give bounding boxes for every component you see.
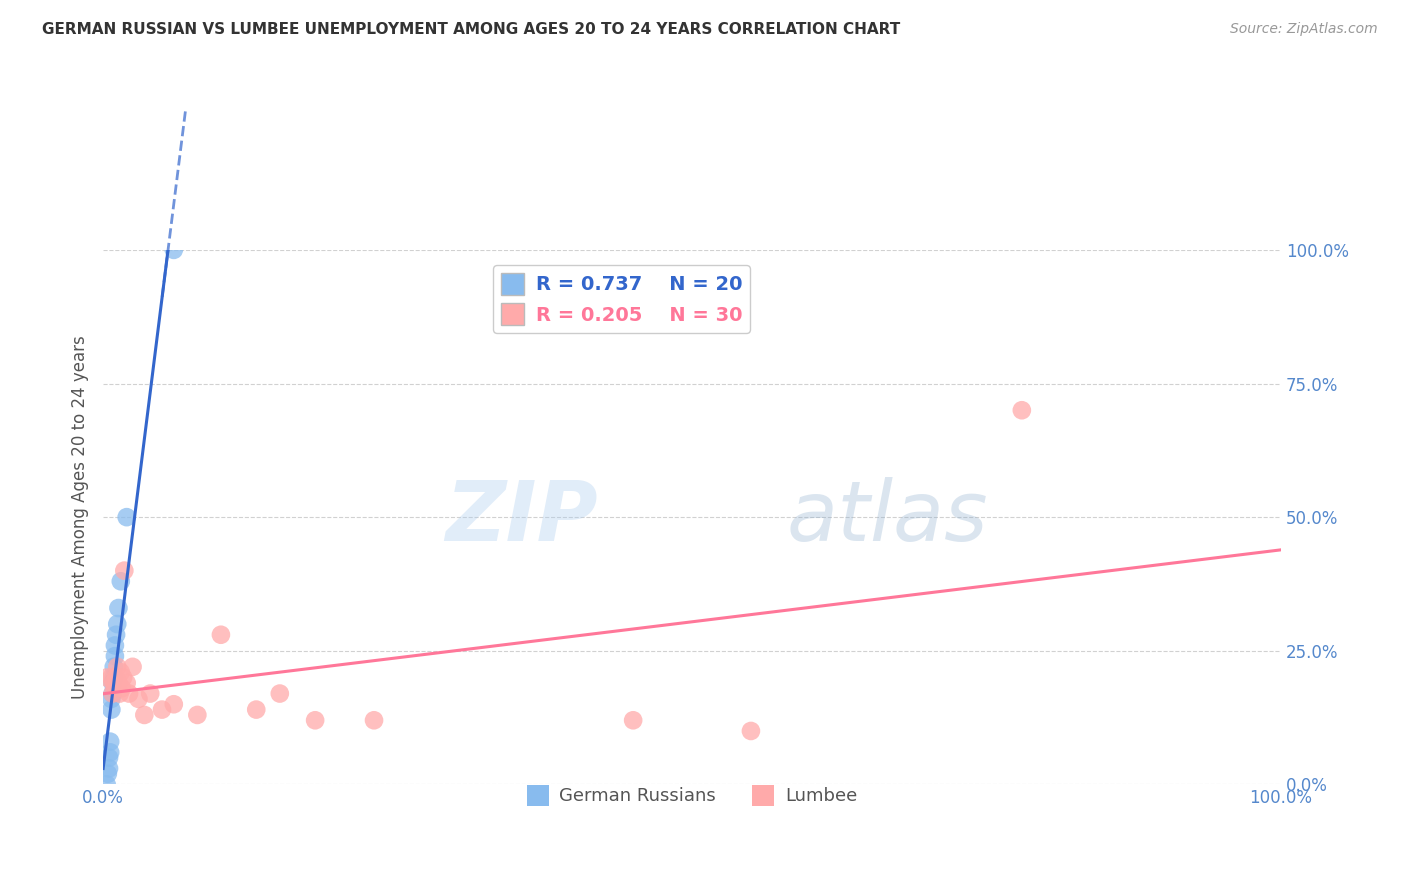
- Point: [100, 692, 122, 706]
- Point: [96, 671, 118, 685]
- Point: [139, 687, 162, 701]
- Point: [101, 687, 124, 701]
- Point: [105, 660, 128, 674]
- Point: [100, 703, 122, 717]
- Point: [105, 628, 128, 642]
- Point: [110, 574, 132, 589]
- Point: [163, 243, 186, 257]
- Point: [103, 676, 125, 690]
- Point: [127, 692, 149, 706]
- Point: [101, 676, 124, 690]
- Point: [115, 676, 138, 690]
- Point: [108, 687, 131, 701]
- Point: [186, 707, 208, 722]
- Point: [621, 713, 644, 727]
- Text: GERMAN RUSSIAN VS LUMBEE UNEMPLOYMENT AMONG AGES 20 TO 24 YEARS CORRELATION CHAR: GERMAN RUSSIAN VS LUMBEE UNEMPLOYMENT AM…: [42, 22, 900, 37]
- Point: [121, 660, 143, 674]
- Point: [98, 761, 121, 775]
- Point: [115, 510, 138, 524]
- Point: [150, 703, 173, 717]
- Point: [163, 698, 186, 712]
- Point: [98, 750, 121, 764]
- Point: [105, 671, 128, 685]
- Point: [1011, 403, 1033, 417]
- Point: [98, 745, 121, 759]
- Point: [118, 687, 141, 701]
- Point: [104, 639, 127, 653]
- Point: [740, 723, 762, 738]
- Point: [105, 617, 128, 632]
- Point: [269, 687, 291, 701]
- Text: atlas: atlas: [786, 476, 988, 558]
- Legend: German Russians, Lumbee: German Russians, Lumbee: [520, 778, 865, 813]
- Text: ZIP: ZIP: [446, 476, 598, 558]
- Point: [134, 707, 156, 722]
- Point: [101, 687, 124, 701]
- Point: [100, 671, 122, 685]
- Point: [363, 713, 385, 727]
- Point: [112, 564, 135, 578]
- Point: [112, 671, 135, 685]
- Point: [104, 649, 127, 664]
- Point: [98, 734, 121, 748]
- Point: [111, 681, 134, 696]
- Y-axis label: Unemployment Among Ages 20 to 24 years: Unemployment Among Ages 20 to 24 years: [72, 335, 89, 699]
- Point: [97, 766, 120, 780]
- Point: [107, 676, 129, 690]
- Point: [110, 665, 132, 680]
- Point: [104, 681, 127, 696]
- Point: [103, 671, 125, 685]
- Point: [107, 601, 129, 615]
- Point: [103, 660, 125, 674]
- Text: Source: ZipAtlas.com: Source: ZipAtlas.com: [1230, 22, 1378, 37]
- Point: [304, 713, 326, 727]
- Point: [96, 777, 118, 791]
- Point: [245, 703, 267, 717]
- Point: [209, 628, 232, 642]
